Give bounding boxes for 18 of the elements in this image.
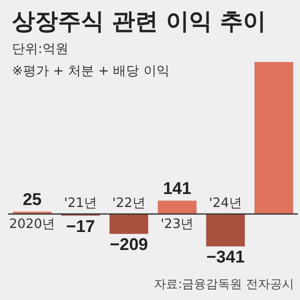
chart-title: 상장주식 관련 이익 추이 [12,8,266,37]
bar [254,62,294,214]
data-label: −341 [206,248,245,267]
x-tick-label: 2020년 [9,216,56,232]
bar [158,200,196,214]
data-label: 141 [162,178,192,198]
data-label: −17 [66,216,95,236]
text: 자료:금융감독원 전자공시 [154,276,294,293]
x-tick-label: '21년 [64,196,98,211]
data-label: −209 [110,235,148,254]
x-tick-label: '22년 [112,196,146,211]
bar [206,214,245,246]
bar [110,214,148,234]
x-tick-label: '23년 [160,216,194,232]
chart-subtitle: 단위:억원 [12,41,68,58]
data-label: 25 [22,190,42,209]
annotation: ※평가 + 처분 + 배당 이익 [12,63,170,80]
x-tick-label: '24년 [208,196,242,211]
